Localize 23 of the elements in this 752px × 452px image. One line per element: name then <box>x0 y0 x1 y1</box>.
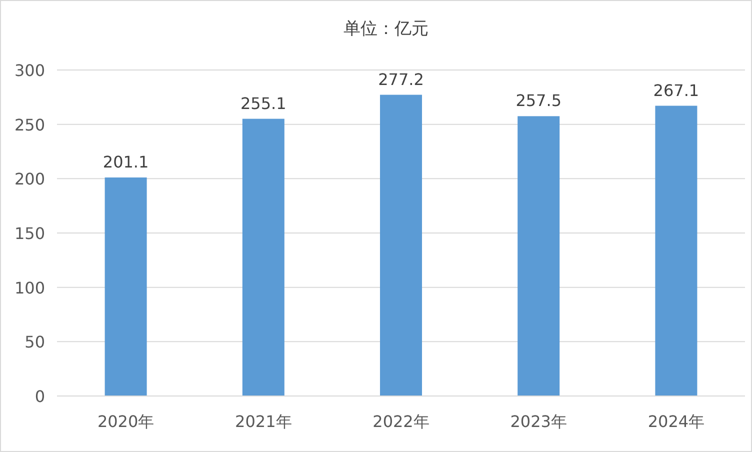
y-tick-label: 250 <box>14 115 45 134</box>
x-tick-label: 2021年 <box>235 412 292 431</box>
bar <box>518 116 560 396</box>
chart-title: 单位：亿元 <box>344 19 428 39</box>
bar <box>242 118 284 396</box>
y-tick-label: 300 <box>14 61 45 80</box>
y-tick-label: 200 <box>14 170 45 189</box>
y-tick-label: 0 <box>34 387 45 406</box>
bar <box>104 177 147 396</box>
y-tick-label: 50 <box>24 332 45 352</box>
x-tick-label: 2023年 <box>510 412 567 431</box>
y-tick-label: 150 <box>14 224 45 243</box>
y-tick-label: 100 <box>14 278 45 298</box>
x-tick-label: 2020年 <box>97 412 154 431</box>
x-tick-label: 2022年 <box>372 412 430 431</box>
data-label: 277.2 <box>378 70 424 89</box>
data-label: 267.1 <box>653 80 700 100</box>
data-label: 257.5 <box>516 91 562 110</box>
bar <box>655 106 698 396</box>
bar <box>380 94 422 396</box>
data-label: 255.1 <box>240 94 286 113</box>
x-tick-label: 2024年 <box>648 412 705 431</box>
data-label: 201.1 <box>102 152 149 172</box>
